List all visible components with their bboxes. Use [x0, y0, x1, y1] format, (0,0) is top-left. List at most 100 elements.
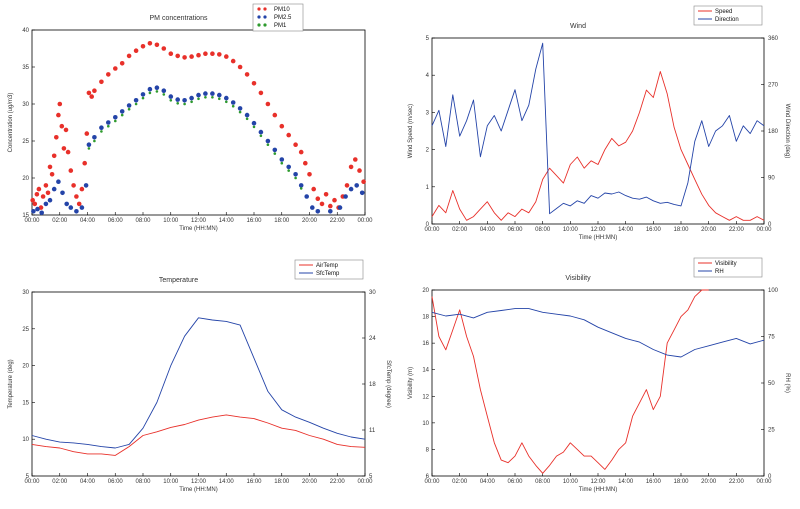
legend-label: PM2.5 — [274, 15, 292, 21]
scatter-point — [74, 194, 79, 199]
y-tick-label: 40 — [22, 28, 29, 34]
scatter-point — [155, 90, 159, 93]
temperature-x-ticks: 00:00 02:00 04:00 06:00 08:00 10:00 12:00 14:00… — [24, 473, 373, 485]
scatter-point — [60, 190, 65, 196]
scatter-point — [251, 81, 257, 86]
legend-marker — [257, 15, 261, 19]
x-tick-label: 18:00 — [274, 218, 290, 224]
legend-marker — [263, 15, 267, 19]
y2-tick-label: 18 — [369, 382, 376, 388]
temperature-y-axis-label: Temperature (deg) — [8, 359, 14, 408]
scatter-point — [56, 112, 61, 118]
scatter-point — [74, 209, 79, 214]
wind-y-axis-label: Wind Speed (m/sec) — [408, 104, 414, 158]
scatter-point — [38, 205, 44, 210]
x-tick-label: 16:00 — [246, 479, 262, 485]
scatter-point — [106, 72, 111, 77]
scatter-point — [303, 160, 308, 166]
scatter-point — [245, 117, 249, 121]
scatter-point — [237, 64, 243, 70]
scatter-point — [204, 96, 207, 99]
visibility-y2-ticks: 0 25 50 75 100 — [761, 288, 779, 480]
series-line — [431, 71, 765, 221]
scatter-point — [83, 183, 89, 188]
scatter-point — [31, 209, 36, 214]
pm-y-axis-label: Concentration (ug/m3) — [8, 93, 14, 153]
scatter-point — [252, 125, 256, 129]
scatter-point — [126, 103, 132, 108]
temperature-y-ticks: 5 10 15 20 25 30 — [22, 290, 35, 480]
scatter-point — [272, 112, 278, 118]
scatter-point — [343, 194, 348, 199]
visibility-y2-axis-label: RH (%) — [784, 373, 790, 393]
scatter-point — [89, 94, 94, 99]
scatter-point — [59, 123, 65, 129]
x-tick-label: 22:00 — [330, 218, 346, 224]
scatter-point — [217, 52, 222, 57]
scatter-point — [47, 164, 53, 170]
scatter-point — [348, 186, 354, 192]
scatter-point — [210, 91, 215, 96]
pm-chart-title: PM concentrations — [150, 15, 208, 22]
scatter-point — [99, 79, 104, 85]
x-tick-label: 02:00 — [452, 227, 468, 233]
x-tick-label: 00:00 — [357, 218, 373, 224]
y-tick-label: 10 — [422, 421, 429, 427]
legend-label: RH — [715, 269, 724, 275]
x-tick-label: 08:00 — [135, 479, 151, 485]
scatter-point — [106, 120, 111, 125]
scatter-point — [225, 100, 228, 104]
x-tick-label: 12:00 — [590, 479, 606, 485]
x-tick-label: 06:00 — [507, 227, 523, 233]
scatter-point — [43, 201, 49, 207]
scatter-point — [238, 110, 242, 114]
wind-x-ticks: 00:00 02:00 04:00 06:00 08:00 10:00 12:00 14:00… — [424, 221, 772, 233]
pm-data-marks — [30, 41, 366, 216]
scatter-point — [176, 102, 179, 105]
pm-x-axis-label: Time (HH:MN) — [179, 226, 217, 232]
x-tick-label: 08:00 — [535, 227, 551, 233]
y2-tick-label: 11 — [369, 428, 376, 434]
scatter-point — [51, 153, 57, 159]
y2-tick-label: 90 — [768, 176, 775, 182]
x-tick-label: 02:00 — [52, 218, 68, 224]
wind-y2-ticks: 0 90 180 270 360 — [761, 36, 779, 228]
scatter-point — [30, 197, 35, 203]
scatter-point — [190, 100, 193, 104]
y2-tick-label: 75 — [768, 335, 775, 341]
y-tick-label: 30 — [22, 290, 29, 296]
temperature-x-axis-label: Time (HH:MN) — [179, 487, 217, 493]
series-line — [31, 414, 366, 456]
y-tick-label: 6 — [426, 474, 430, 480]
scatter-point — [183, 102, 186, 106]
y-tick-label: 35 — [22, 65, 29, 71]
legend-label: SfcTemp — [316, 271, 340, 277]
scatter-point — [203, 91, 208, 96]
x-tick-label: 12:00 — [191, 479, 207, 485]
scatter-point — [337, 205, 343, 210]
x-tick-label: 10:00 — [563, 227, 579, 233]
scatter-point — [315, 196, 321, 201]
visibility-x-ticks: 00:00 02:00 04:00 06:00 08:00 10:00 12:00 14:00… — [424, 473, 772, 485]
scatter-point — [298, 149, 304, 155]
wind-y2-axis-label: Wind Direction (deg) — [784, 104, 790, 159]
scatter-point — [54, 135, 59, 140]
wind-legend: Speed Direction — [693, 5, 763, 26]
scatter-point — [189, 54, 194, 59]
scatter-point — [40, 194, 46, 199]
x-tick-label: 10:00 — [563, 479, 579, 485]
scatter-point — [217, 92, 222, 98]
scatter-point — [182, 98, 187, 103]
scatter-point — [147, 86, 153, 92]
x-tick-label: 20:00 — [302, 218, 318, 224]
scatter-point — [45, 190, 51, 196]
wind-x-axis-label: Time (HH:MN) — [579, 235, 617, 241]
scatter-point — [175, 97, 180, 102]
y2-tick-label: 5 — [369, 474, 373, 480]
scatter-point — [230, 58, 236, 64]
x-tick-label: 14:00 — [219, 218, 235, 224]
scatter-point — [196, 92, 201, 98]
scatter-point — [71, 183, 76, 188]
x-tick-label: 22:00 — [729, 227, 745, 233]
